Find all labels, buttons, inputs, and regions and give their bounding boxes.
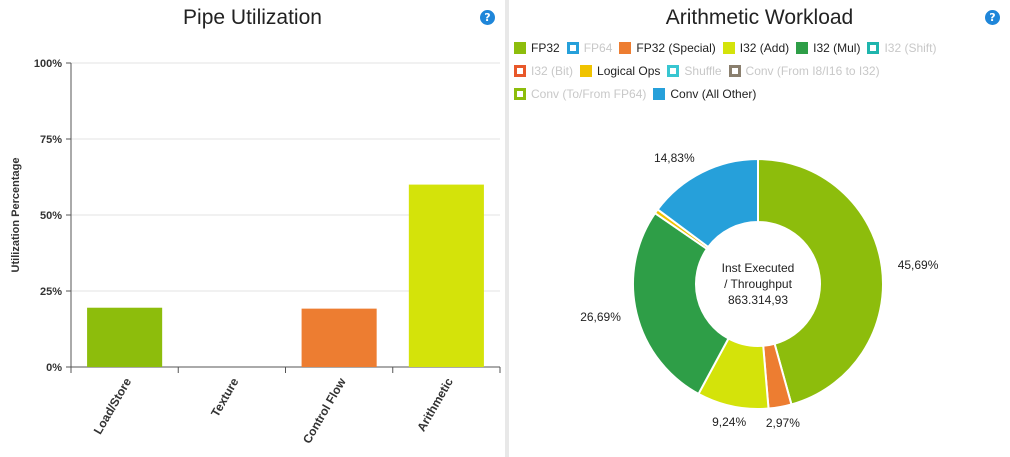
legend-label: FP64: [583, 41, 613, 55]
legend-swatch: [796, 42, 809, 54]
pipe-utilization-title: Pipe Utilization: [183, 6, 322, 29]
legend-swatch: [619, 42, 632, 54]
donut-center-line-1: Inst Executed: [722, 261, 795, 275]
legend-swatch: [667, 65, 680, 77]
donut-slice: [757, 157, 884, 406]
y-tick-label: 25%: [40, 286, 62, 298]
bar: [87, 307, 163, 367]
legend-label: FP32 (Special): [636, 41, 716, 55]
y-tick-label: 0%: [46, 362, 62, 374]
slice-label: 26,69%: [580, 310, 621, 324]
pie-legend: FP32 FP64 FP32 (Special) I32 (Add) I32 (Mul)…: [514, 38, 1006, 107]
legend-item[interactable]: FP32: [514, 38, 560, 58]
y-tick-label: 50%: [40, 210, 62, 222]
legend-swatch: [514, 65, 526, 77]
y-tick-label: 75%: [40, 134, 62, 146]
help-icon[interactable]: ?: [480, 10, 495, 25]
legend-swatch: [514, 88, 526, 100]
x-tick-label: Arithmetic: [414, 375, 456, 434]
legend-item[interactable]: I32 (Add): [722, 38, 790, 58]
donut-slice: [656, 157, 759, 249]
x-tick-label: Load/Store: [91, 375, 135, 437]
slice-label: 14,83%: [654, 151, 695, 165]
y-axis-label: Utilization Percentage: [10, 158, 22, 273]
legend-swatch: [514, 42, 526, 54]
legend-label: I32 (Shift): [884, 41, 937, 55]
legend-label: Conv (From I8/I16 to I32): [745, 64, 880, 78]
legend-item[interactable]: I32 (Mul): [796, 38, 860, 58]
donut-chart: 45,69% 2,97% 9,24% 26,69% 14,83% Inst Execute…: [580, 151, 939, 430]
help-icon[interactable]: ?: [985, 10, 1000, 25]
legend-item[interactable]: I32 (Bit): [514, 61, 573, 81]
bar: [301, 308, 377, 367]
legend-swatch: [867, 42, 880, 54]
legend-item[interactable]: Conv (All Other): [653, 84, 756, 104]
pipe-utilization-panel: Pipe Utilization ? 0% 25% 50% 75% 100% Load/S…: [0, 0, 505, 457]
legend-label: I32 (Bit): [531, 64, 574, 78]
donut-slice: [632, 211, 730, 396]
slice-label: 45,69%: [898, 258, 939, 272]
legend-item[interactable]: FP32 (Special): [619, 38, 716, 58]
legend-label: Shuffle: [684, 64, 722, 78]
x-tick-label: Texture: [208, 375, 242, 419]
legend-swatch: [653, 88, 666, 100]
legend-swatch: [722, 42, 735, 54]
legend-swatch: [566, 42, 579, 54]
legend-label: FP32: [531, 41, 560, 55]
legend-item[interactable]: Logical Ops: [580, 61, 660, 81]
legend-label: I32 (Mul): [813, 41, 861, 55]
legend-swatch: [580, 65, 593, 77]
legend-label: Logical Ops: [597, 64, 661, 78]
x-tick-label: Control Flow: [300, 375, 349, 446]
legend-item[interactable]: Shuffle: [667, 61, 722, 81]
slice-label: 9,24%: [712, 415, 746, 429]
bar-chart: 0% 25% 50% 75% 100% Load/Store Texture Control …: [10, 58, 501, 446]
donut-center-value: 863.314,93: [728, 293, 788, 307]
slice-label: 2,97%: [766, 416, 800, 430]
legend-label: Conv (To/From FP64): [531, 87, 647, 101]
legend-item[interactable]: Conv (From I8/I16 to I32): [728, 61, 880, 81]
legend-swatch: [728, 65, 741, 77]
legend-label: Conv (All Other): [670, 87, 757, 101]
donut-center-line-2: / Throughput: [724, 277, 792, 291]
legend-item[interactable]: FP64: [566, 38, 613, 58]
y-tick-label: 100%: [34, 58, 62, 70]
legend-item[interactable]: Conv (To/From FP64): [514, 84, 646, 104]
arithmetic-workload-title: Arithmetic Workload: [665, 6, 854, 29]
arithmetic-workload-panel: Arithmetic Workload ? FP32 FP64 FP32 (Spec…: [509, 0, 1010, 457]
legend-label: I32 (Add): [739, 41, 790, 55]
legend-item[interactable]: I32 (Shift): [867, 38, 936, 58]
bar: [408, 184, 484, 367]
